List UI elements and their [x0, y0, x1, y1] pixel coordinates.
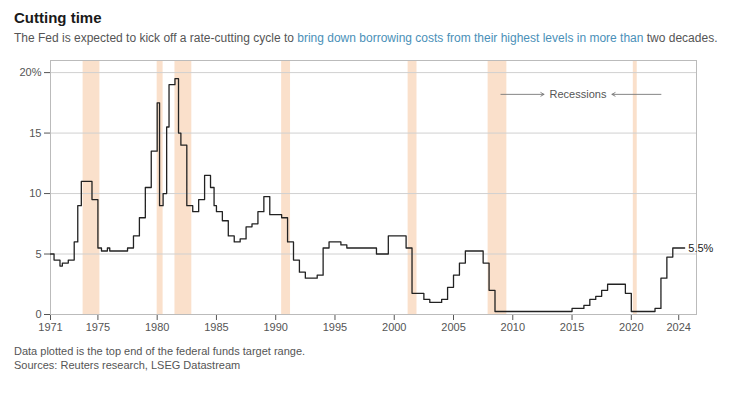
html-text:Sources: Reuters research, LSE: Sources: Reuters research, LSEG Datastre… [14, 359, 241, 371]
svg-text:2024: 2024 [666, 321, 690, 333]
html-text:Data plotted is the top end of: Data plotted is the top end of the feder… [14, 345, 306, 357]
svg-text:2015: 2015 [560, 321, 584, 333]
svg-text:20%: 20% [19, 66, 41, 78]
svg-text:15: 15 [29, 127, 41, 139]
svg-text:1985: 1985 [204, 321, 228, 333]
svg-text:1995: 1995 [323, 321, 347, 333]
svg-text:1971: 1971 [38, 321, 62, 333]
svg-text:5.5%: 5.5% [688, 241, 713, 253]
html-text:Cutting time: Cutting time [14, 9, 102, 26]
svg-text:2000: 2000 [382, 321, 406, 333]
svg-text:1975: 1975 [86, 321, 110, 333]
svg-text:1980: 1980 [145, 321, 169, 333]
svg-text:2005: 2005 [441, 321, 465, 333]
svg-text:5: 5 [35, 248, 41, 260]
svg-text:10: 10 [29, 187, 41, 199]
svg-text:0: 0 [35, 308, 41, 320]
html-text:The Fed is expected to kick of: The Fed is expected to kick off a rate-c… [14, 31, 718, 45]
svg-text:1990: 1990 [263, 321, 287, 333]
svg-text:Recessions: Recessions [550, 88, 607, 100]
svg-text:2020: 2020 [619, 321, 643, 333]
svg-text:2010: 2010 [501, 321, 525, 333]
